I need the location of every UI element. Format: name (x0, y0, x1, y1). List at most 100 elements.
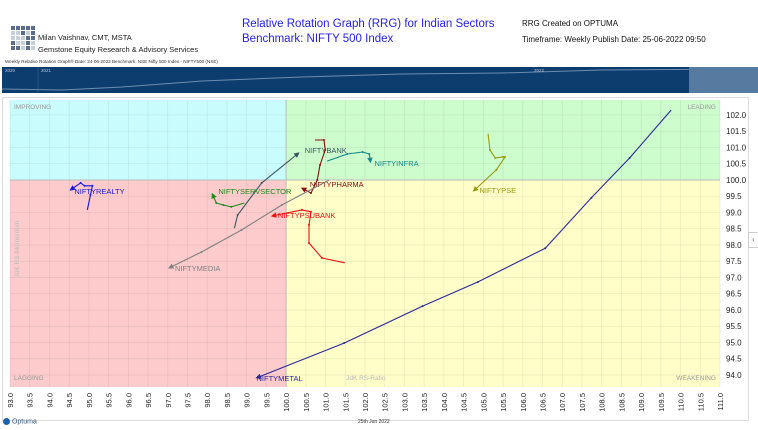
tail-point (319, 164, 322, 167)
quadrant-label-lagging: LAGGING (14, 375, 44, 382)
optuma-icon (3, 418, 10, 425)
created-note: RRG Created on OPTUMA (522, 19, 619, 28)
tail-point (502, 155, 505, 158)
year-label: 2022 (534, 68, 545, 73)
optuma-logo: Optuma (3, 418, 37, 425)
tail-point (504, 155, 507, 158)
tail-point (361, 151, 364, 154)
tail-point (91, 184, 94, 187)
x-tick-label: 95.5 (105, 393, 114, 408)
navigator-line (2, 67, 758, 93)
timeframe-note: Timeframe: Weekly Publish Date: 25-06-20… (522, 35, 706, 44)
tail-point (200, 251, 203, 254)
x-axis-label: JdK RS-Ratio (346, 375, 386, 382)
series-label-niftymedia: NIFTYMEDIA (175, 264, 220, 273)
chart-container (2, 97, 749, 421)
tail-point (236, 214, 239, 217)
series-label-niftyservsector: NIFTYSERVSECTOR (218, 187, 292, 196)
series-label-niftypsubank: NIFTYPSUBANK (278, 211, 336, 220)
tail-point (309, 210, 312, 213)
tail-point (215, 202, 218, 205)
x-tick-label: 107.0 (558, 393, 567, 412)
tail-point (489, 149, 492, 152)
x-tick-label: 101.0 (322, 393, 331, 412)
tail-point (89, 193, 92, 196)
y-tick-label: 98.0 (726, 241, 742, 250)
y-tick-label: 95.0 (726, 338, 742, 347)
optuma-brand: Optuma (11, 418, 37, 426)
x-tick-label: 104.0 (440, 393, 449, 412)
tail-point (322, 138, 325, 141)
tail-point (421, 305, 424, 308)
x-tick-label: 102.0 (361, 393, 370, 412)
quadrant-leading (286, 100, 720, 180)
company-name: Gemstone Equity Research & Advisory Serv… (38, 45, 199, 54)
y-tick-label: 100.0 (726, 176, 747, 185)
tail-point (222, 203, 225, 206)
x-tick-label: 94.5 (65, 393, 74, 408)
tail-point (307, 223, 310, 226)
tail-point (324, 149, 327, 152)
tail-point (590, 196, 593, 199)
series-label-niftypharma: NIFTYPHARMA (310, 180, 364, 189)
x-tick-label: 110.5 (696, 393, 705, 411)
x-tick-label: 105.0 (479, 393, 488, 412)
x-tick-label: 108.0 (598, 393, 607, 412)
series-label-niftypse: NIFTYPSE (479, 186, 516, 195)
series-label-niftyinfra: NIFTYINFRA (375, 159, 419, 168)
y-tick-label: 95.5 (726, 322, 742, 331)
tail-point (544, 247, 547, 250)
tail-point (628, 156, 631, 159)
tail-point (316, 178, 319, 181)
x-tick-label: 97.0 (164, 393, 173, 408)
quadrant-weakening (286, 179, 720, 387)
x-tick-label: 94.0 (45, 393, 54, 408)
timeline-navigator[interactable]: 2020 2021 2022 (2, 67, 758, 93)
chart-title: Relative Rotation Graph (RRG) for Indian… (242, 18, 495, 30)
x-tick-label: 109.5 (657, 393, 666, 412)
tail-niftymetal (255, 109, 672, 379)
x-tick-label: 100.5 (302, 393, 311, 412)
y-tick-label: 94.0 (726, 371, 742, 380)
footer-date: 25th Jun 2022 (358, 419, 390, 425)
y-tick-label: 94.5 (726, 355, 742, 364)
tail-point (309, 191, 312, 194)
series-label-niftyrealty: NIFTYREALTY (74, 187, 124, 196)
quadrant-improving (10, 100, 287, 180)
tail-point (280, 203, 283, 206)
x-tick-label: 108.5 (617, 393, 626, 412)
quadrant-label-leading: LEADING (687, 104, 716, 111)
tail-point (495, 168, 498, 171)
tail-point (300, 208, 303, 211)
y-tick-label: 99.5 (726, 192, 742, 201)
y-tick-label: 96.5 (726, 290, 742, 299)
tail-niftyrealty (69, 182, 93, 211)
x-tick-label: 99.0 (243, 393, 252, 408)
x-tick-label: 106.5 (539, 393, 548, 412)
tail-point (240, 229, 243, 232)
x-tick-label: 104.5 (460, 393, 469, 412)
x-tick-label: 109.0 (637, 393, 646, 412)
tail-point (368, 152, 371, 155)
tail-point (260, 181, 263, 184)
navigator-selection[interactable] (689, 67, 758, 93)
year-label: 2020 (5, 68, 16, 73)
x-tick-label: 93.0 (6, 393, 15, 408)
quadrant-label-weakening: WEAKENING (676, 375, 716, 382)
x-tick-label: 111.0 (716, 393, 725, 411)
tail-point (346, 152, 349, 155)
x-tick-label: 96.0 (124, 393, 133, 408)
x-tick-label: 102.5 (381, 393, 390, 412)
x-tick-label: 96.5 (144, 393, 153, 408)
y-axis-label: JdK RS-Momentum (14, 221, 21, 278)
y-tick-label: 101.5 (726, 127, 747, 136)
tail-point (230, 205, 233, 208)
collapse-panel-button[interactable]: ‹ (748, 232, 758, 248)
x-tick-label: 110.0 (677, 393, 686, 411)
quadrant-label-improving: IMPROVING (14, 104, 51, 111)
y-tick-label: 97.5 (726, 257, 742, 266)
tail-point (343, 342, 346, 345)
x-tick-label: 98.5 (223, 393, 232, 408)
company-logo (11, 26, 35, 50)
